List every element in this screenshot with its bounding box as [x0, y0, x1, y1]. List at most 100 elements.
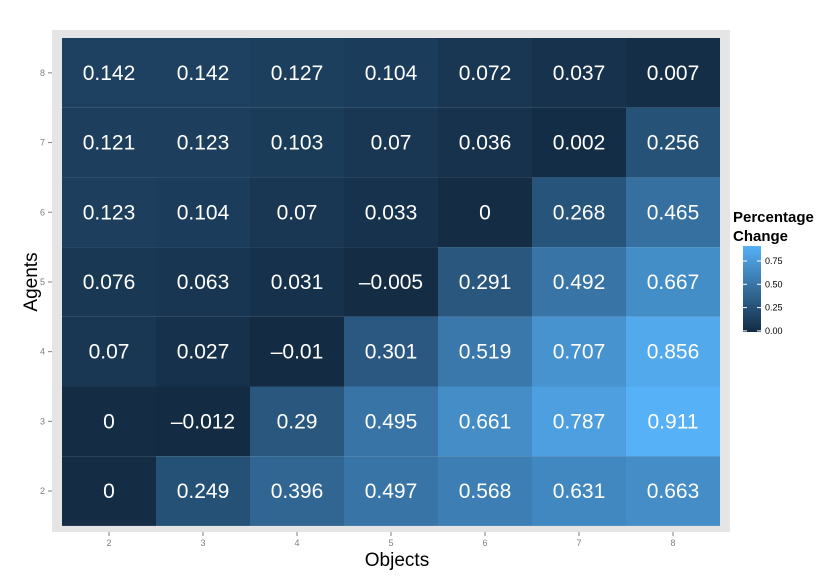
heatmap-cell	[532, 247, 626, 317]
heatmap-cell	[250, 107, 344, 178]
heatmap-cell	[438, 177, 532, 248]
heatmap-cell	[62, 38, 156, 108]
legend-tick-label: 0.50	[765, 279, 783, 289]
heatmap-cell-label: 0.631	[553, 480, 606, 503]
heatmap-cell	[250, 386, 344, 457]
y-tick-label: 7	[40, 138, 45, 148]
heatmap-cell-label: 0.063	[177, 271, 230, 294]
heatmap-cell	[532, 386, 626, 457]
heatmap-cell-labels: 0.142 0.142 0.127 0.104 0.072 0.037 0.007 0.121…	[83, 62, 700, 503]
legend-title-line1: Percentage	[733, 209, 814, 226]
heatmap-cell	[62, 456, 156, 526]
heatmap-cell-label: 0.568	[459, 480, 512, 503]
heatmap-cell-label: 0.002	[553, 132, 606, 155]
heatmap-cell	[156, 386, 250, 457]
heatmap-cell	[626, 247, 720, 317]
legend-ticks: 0.00 0.25 0.50 0.75	[743, 256, 783, 336]
x-tick-label: 6	[482, 538, 487, 548]
heatmap-cell-label: 0.707	[553, 341, 606, 364]
heatmap-cell	[344, 456, 438, 526]
heatmap-cell	[438, 247, 532, 317]
heatmap-cell	[626, 386, 720, 457]
legend-tick-label: 0.25	[765, 303, 783, 313]
heatmap-cell-label: 0.103	[271, 132, 324, 155]
heatmap-cell-label: 0.076	[83, 271, 136, 294]
heatmap-cell	[156, 247, 250, 317]
heatmap-cell-label: 0.027	[177, 341, 230, 364]
heatmap-cell-label: 0.033	[365, 201, 418, 224]
heatmap-cell	[438, 456, 532, 526]
heatmap-cell-label: –0.005	[359, 271, 423, 294]
y-tick-label: 2	[40, 486, 45, 496]
heatmap-cell	[626, 456, 720, 526]
heatmap-cell-label: 0.104	[177, 201, 230, 224]
heatmap-cell	[438, 38, 532, 108]
heatmap-cell-label: 0.142	[83, 62, 136, 85]
heatmap-cell-label: 0.037	[553, 62, 606, 85]
heatmap-cell	[438, 386, 532, 457]
heatmap-cell	[626, 107, 720, 178]
y-tick-label: 6	[40, 207, 45, 217]
heatmap-cell-label: 0.29	[277, 410, 318, 433]
heatmap-cell-label: 0.142	[177, 62, 230, 85]
heatmap-cell	[62, 107, 156, 178]
heatmap-cell-label: 0.519	[459, 341, 512, 364]
heatmap-cell-label: 0.396	[271, 480, 324, 503]
heatmap-cell-label: 0.667	[647, 271, 700, 294]
heatmap-cell-label: 0.787	[553, 410, 606, 433]
heatmap-cell-label: 0	[103, 410, 115, 433]
heatmap-cell	[344, 107, 438, 178]
heatmap-cell	[532, 107, 626, 178]
y-axis-ticks: 8 7 6 5 4 3 2	[40, 68, 52, 496]
heatmap-cell-label: 0.911	[648, 410, 699, 433]
x-tick-label: 5	[388, 538, 393, 548]
heatmap-cell-label: 0.856	[647, 341, 700, 364]
heatmap-cell-label: 0.121	[83, 132, 136, 155]
heatmap-cell-label: 0	[479, 201, 491, 224]
heatmap-cell-label: 0.256	[647, 132, 700, 155]
heatmap-cell	[250, 177, 344, 248]
heatmap-cell	[438, 316, 532, 387]
heatmap-cell	[344, 177, 438, 248]
heatmap-cell-label: 0.663	[647, 480, 700, 503]
heatmap-cell	[532, 177, 626, 248]
heatmap-cell-label: –0.01	[271, 341, 324, 364]
heatmap-cell	[62, 386, 156, 457]
heatmap-cell	[626, 177, 720, 248]
heatmap-cell	[626, 38, 720, 108]
y-axis-title: Agents	[21, 252, 42, 311]
heatmap-cell-label: 0.07	[89, 341, 130, 364]
heatmap-cell	[250, 316, 344, 387]
heatmap-cell	[156, 38, 250, 108]
x-tick-label: 2	[106, 538, 111, 548]
heatmap-cell	[532, 38, 626, 108]
heatmap-cells	[62, 38, 720, 526]
heatmap-cell-label: 0.497	[365, 480, 418, 503]
heatmap-cell-label: 0.301	[365, 341, 418, 364]
x-tick-label: 4	[294, 538, 299, 548]
heatmap-cell	[156, 316, 250, 387]
heatmap-cell-label: 0.492	[553, 271, 606, 294]
y-tick-label: 8	[40, 68, 45, 78]
legend: Percentage Change 0.00 0.25 0.50 0.75	[733, 209, 814, 336]
heatmap-cell-label: 0.07	[371, 132, 412, 155]
heatmap-cell-label: 0.123	[177, 132, 230, 155]
heatmap-cell	[344, 247, 438, 317]
heatmap-cell-label: 0.031	[271, 271, 324, 294]
x-axis-title: Objects	[365, 550, 429, 571]
x-tick-label: 7	[576, 538, 581, 548]
heatmap-cell-label: 0.495	[365, 410, 418, 433]
heatmap-cell	[62, 247, 156, 317]
heatmap-cell	[250, 247, 344, 317]
x-tick-label: 8	[670, 538, 675, 548]
heatmap-cell	[250, 38, 344, 108]
heatmap-cell	[62, 316, 156, 387]
heatmap-cell	[626, 316, 720, 387]
heatmap-cell-label: 0.465	[647, 201, 700, 224]
legend-colorbar	[743, 246, 761, 332]
heatmap-cell-label: 0.127	[271, 62, 324, 85]
heatmap-cell-label: 0.036	[459, 132, 512, 155]
heatmap-cell-label: 0.07	[277, 201, 318, 224]
y-tick-label: 5	[40, 277, 45, 287]
